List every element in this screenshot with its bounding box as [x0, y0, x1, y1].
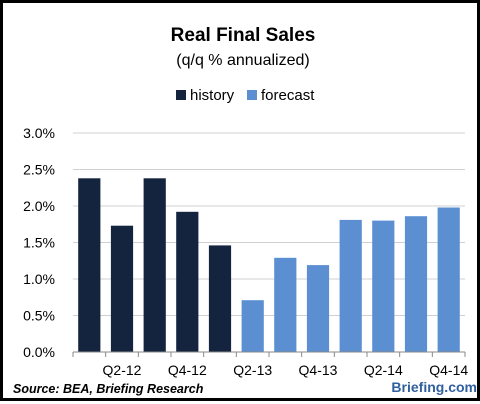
- y-tick-label: 1.0%: [23, 271, 55, 287]
- y-tick-label: 0.5%: [23, 308, 55, 324]
- x-tick-label: Q2-14: [364, 362, 403, 378]
- x-tick-label: Q2-13: [233, 362, 272, 378]
- bar-q1-14: [339, 219, 362, 352]
- x-tick-label: Q2-12: [103, 362, 142, 378]
- bar-q3-13: [274, 257, 297, 352]
- y-tick-label: 2.0%: [23, 198, 55, 214]
- bar-q1-12: [78, 178, 101, 352]
- chart-title: Real Final Sales: [171, 25, 316, 46]
- brand-logo: Briefing.com: [391, 379, 477, 395]
- bar-q4-14: [437, 207, 460, 352]
- bar-q4-13: [306, 265, 330, 352]
- bars: [78, 178, 460, 352]
- y-tick-label: 2.5%: [23, 162, 55, 178]
- legend-swatch-forecast: [247, 90, 257, 100]
- y-tick-label: 3.0%: [23, 125, 55, 141]
- legend-label-forecast: forecast: [261, 87, 315, 104]
- source-note: Source: BEA, Briefing Research: [13, 382, 204, 396]
- legend-label-history: history: [190, 87, 235, 104]
- y-tick-label: 0.0%: [23, 344, 55, 360]
- bar-q3-12: [143, 178, 166, 352]
- legend: history forecast: [176, 87, 315, 104]
- x-tick-label: Q4-13: [299, 362, 338, 378]
- bar-q3-14: [404, 216, 428, 352]
- legend-swatch-history: [176, 90, 186, 100]
- bar-q1-13: [208, 245, 232, 352]
- bar-q4-12: [176, 211, 199, 352]
- y-tick-label: 1.5%: [23, 235, 55, 251]
- chart-subtitle: (q/q % annualized): [176, 52, 309, 69]
- bar-q2-14: [372, 220, 395, 352]
- gridlines: [73, 132, 465, 316]
- bar-q2-13: [241, 300, 264, 352]
- x-tick-label: Q4-14: [429, 362, 468, 378]
- x-axis: Q2-12 Q4-12 Q2-13 Q4-13 Q2-14 Q4-14: [72, 352, 468, 378]
- y-axis: 0.0% 0.5% 1.0% 1.5% 2.0% 2.5% 3.0%: [23, 125, 55, 360]
- bar-chart: Real Final Sales (q/q % annualized) hist…: [13, 25, 477, 396]
- bar-q2-12: [110, 225, 134, 352]
- x-tick-label: Q4-12: [168, 362, 207, 378]
